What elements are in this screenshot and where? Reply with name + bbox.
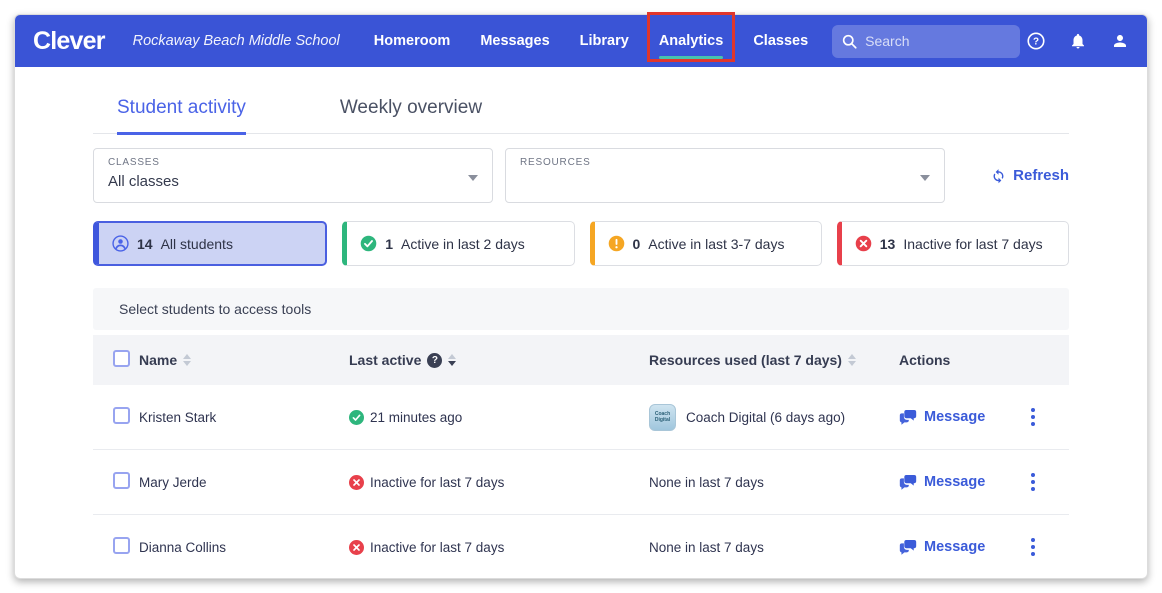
table-row: Mary Jerde Inactive for last 7 days None… <box>93 450 1069 515</box>
card-label: Inactive for last 7 days <box>903 235 1043 252</box>
top-navbar: Clever Rockaway Beach Middle School Home… <box>15 15 1147 67</box>
column-header-last-active[interactable]: Last active <box>349 352 422 368</box>
card-count: 13 <box>879 235 896 252</box>
last-active-status: Inactive for last 7 days <box>370 539 505 555</box>
active-check-icon <box>349 409 364 425</box>
help-icon[interactable]: ? <box>1027 32 1045 50</box>
row-menu-kebab-icon[interactable] <box>1029 406 1037 428</box>
school-name: Rockaway Beach Middle School <box>132 33 340 49</box>
row-checkbox[interactable] <box>113 472 130 489</box>
resources-used: None in last 7 days <box>649 539 764 555</box>
chat-bubbles-icon <box>899 540 917 555</box>
column-header-name[interactable]: Name <box>139 352 178 368</box>
column-header-resources[interactable]: Resources used (last 7 days) <box>649 352 842 368</box>
inactive-x-icon <box>349 474 364 490</box>
refresh-label: Refresh <box>1013 167 1069 184</box>
summary-card[interactable]: 14 All students <box>93 221 328 266</box>
column-header-actions: Actions <box>899 352 951 368</box>
table-row: Dianna Collins Inactive for last 7 days … <box>93 515 1069 578</box>
card-label: All students <box>160 235 233 252</box>
student-name: Kristen Stark <box>139 409 217 425</box>
app-window: Clever Rockaway Beach Middle School Home… <box>14 14 1148 579</box>
select-all-checkbox[interactable] <box>113 350 130 367</box>
message-button[interactable]: Message <box>899 409 985 425</box>
nav-item-messages[interactable]: Messages <box>480 33 550 49</box>
search-icon <box>842 34 857 49</box>
resources-used: None in last 7 days <box>649 474 764 490</box>
last-active-help-icon[interactable]: ? <box>427 352 443 368</box>
tab-student-activity[interactable]: Student activity <box>117 97 246 135</box>
resources-dropdown[interactable]: RESOURCES <box>505 148 945 203</box>
main-nav: Homeroom Messages Library Analytics Classes <box>373 29 809 59</box>
card-count: 0 <box>632 235 641 252</box>
resources-used: Coach Digital (6 days ago) <box>686 409 846 425</box>
table-header-row: Name Last active ? Resources used (last … <box>93 335 1069 385</box>
person-icon <box>112 235 129 252</box>
summary-card[interactable]: 1 Active in last 2 days <box>342 221 575 266</box>
card-count: 14 <box>137 235 153 252</box>
row-checkbox[interactable] <box>113 407 130 424</box>
student-table-body: Kristen Stark 21 minutes ago Coach Digit… <box>93 385 1069 578</box>
table-row: Kristen Stark 21 minutes ago Coach Digit… <box>93 385 1069 450</box>
check-icon <box>360 235 377 252</box>
message-button[interactable]: Message <box>899 474 985 490</box>
nav-item-classes[interactable]: Classes <box>753 33 809 49</box>
coach-digital-app-icon: Coach Digital <box>649 403 676 431</box>
row-menu-kebab-icon[interactable] <box>1029 536 1037 558</box>
nav-item-analytics[interactable]: Analytics <box>658 29 724 59</box>
sort-icon[interactable] <box>183 354 192 366</box>
tab-bar: Student activity Weekly overview <box>93 97 1069 135</box>
summary-cards: 14 All students 1 Active in last 2 days … <box>93 221 1069 266</box>
card-label: Active in last 2 days <box>401 235 525 252</box>
summary-card[interactable]: 13 Inactive for last 7 days <box>836 221 1069 266</box>
card-count: 1 <box>385 235 394 252</box>
notifications-bell-icon[interactable] <box>1069 32 1087 50</box>
classes-dropdown-label: CLASSES <box>108 157 160 168</box>
select-students-banner: Select students to access tools <box>93 288 1069 330</box>
warning-icon <box>608 235 625 252</box>
last-active-status: Inactive for last 7 days <box>370 474 505 490</box>
chat-bubbles-icon <box>899 475 917 490</box>
tab-weekly-overview[interactable]: Weekly overview <box>339 97 483 118</box>
classes-dropdown-value: All classes <box>108 173 179 190</box>
refresh-button[interactable]: Refresh <box>990 167 1069 184</box>
chevron-down-icon <box>920 175 930 181</box>
message-button[interactable]: Message <box>899 539 985 555</box>
sort-icon[interactable] <box>847 354 856 366</box>
row-menu-kebab-icon[interactable] <box>1029 471 1037 493</box>
last-active-status: 21 minutes ago <box>370 409 463 425</box>
summary-card[interactable]: 0 Active in last 3-7 days <box>589 221 822 266</box>
header-icon-group: ? <box>1027 32 1129 50</box>
refresh-icon <box>990 167 1007 184</box>
classes-dropdown[interactable]: CLASSES All classes <box>93 148 493 203</box>
nav-item-homeroom[interactable]: Homeroom <box>373 33 451 49</box>
clever-logo[interactable]: Clever <box>33 26 105 55</box>
main-content: Student activity Weekly overview CLASSES… <box>15 97 1147 578</box>
svg-text:?: ? <box>1033 37 1039 48</box>
student-name: Dianna Collins <box>139 539 227 555</box>
search-box[interactable] <box>832 24 1021 58</box>
student-name: Mary Jerde <box>139 474 207 490</box>
row-checkbox[interactable] <box>113 537 130 554</box>
chat-bubbles-icon <box>899 410 917 425</box>
error-icon <box>855 235 872 252</box>
account-icon[interactable] <box>1111 32 1129 50</box>
filter-row: CLASSES All classes RESOURCES Refresh <box>93 148 1069 203</box>
search-input[interactable] <box>865 33 1011 49</box>
resources-dropdown-label: RESOURCES <box>520 157 591 168</box>
inactive-x-icon <box>349 539 364 555</box>
chevron-down-icon <box>468 175 478 181</box>
nav-item-library[interactable]: Library <box>579 33 629 49</box>
sort-icon-descending[interactable] <box>448 354 457 366</box>
card-label: Active in last 3-7 days <box>648 235 785 252</box>
